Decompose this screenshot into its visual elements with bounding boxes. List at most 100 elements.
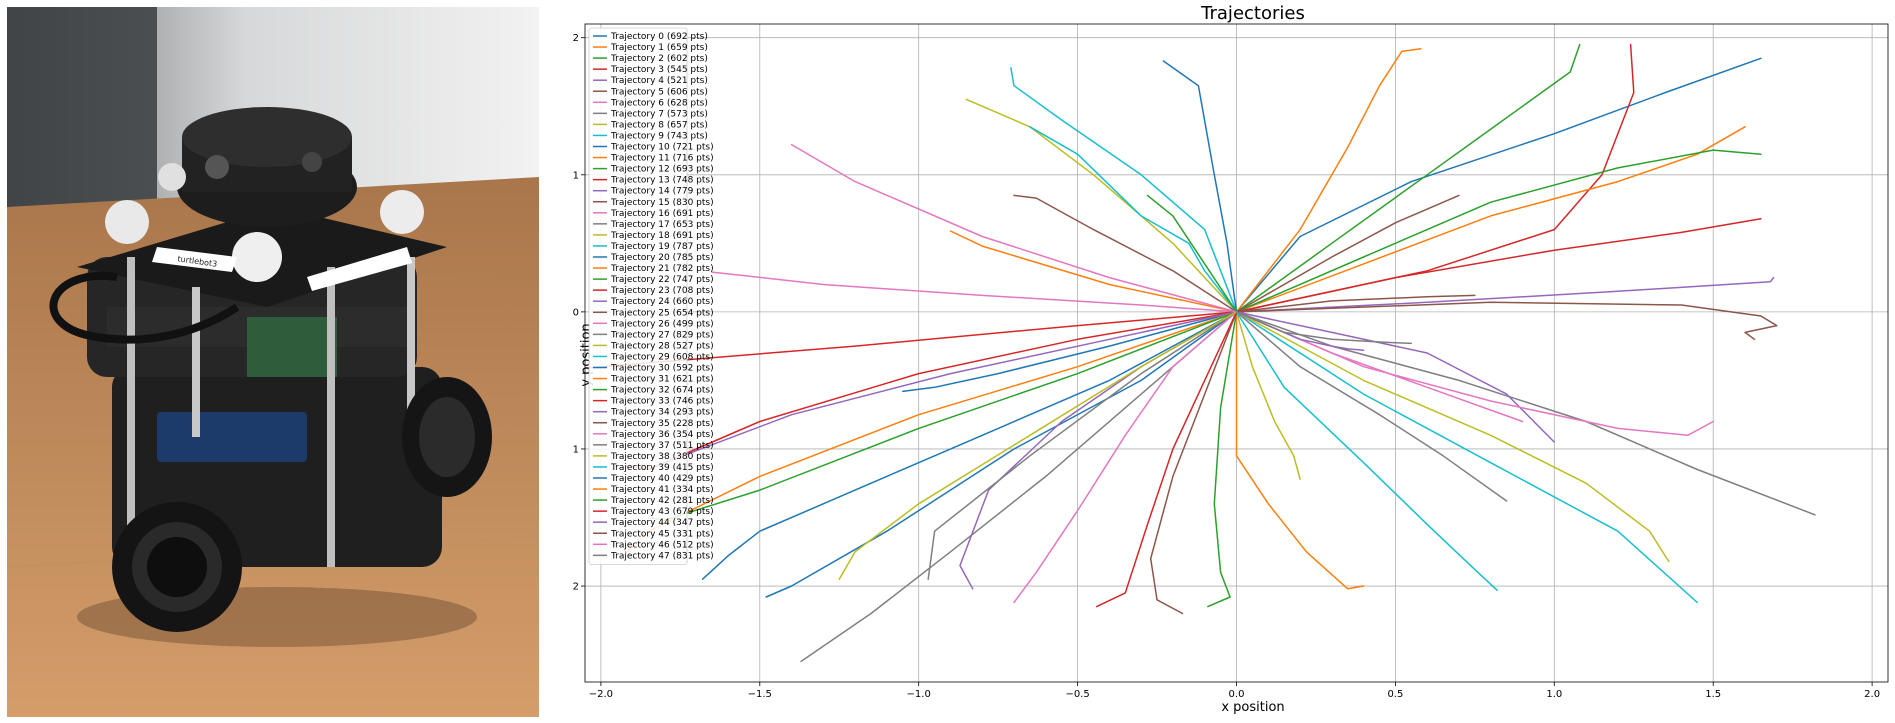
legend-entry: Trajectory 19 (787 pts) <box>610 242 714 252</box>
trajectory-line-35 <box>1013 194 1238 313</box>
x-tick-label: 2.0 <box>1864 689 1880 700</box>
legend-entry: Trajectory 40 (429 pts) <box>610 474 714 484</box>
legend-entry: Trajectory 24 (660 pts) <box>610 297 714 307</box>
legend-entry: Trajectory 43 (679 pts) <box>610 507 714 517</box>
legend-entry: Trajectory 18 (691 pts) <box>610 231 714 241</box>
legend-entry: Trajectory 34 (293 pts) <box>610 408 714 418</box>
trajectory-line-20 <box>902 311 1238 393</box>
legend-entry: Trajectory 17 (653 pts) <box>610 220 714 230</box>
trajectory-line-44 <box>1235 311 1365 352</box>
trajectory-line-2 <box>1235 43 1581 313</box>
trajectory-line-10 <box>701 311 1238 580</box>
legend-entry: Trajectory 4 (521 pts) <box>610 76 708 86</box>
trajectory-line-30 <box>765 311 1238 598</box>
x-tick-label: 0.5 <box>1387 689 1403 700</box>
x-tick-label: 0.0 <box>1229 689 1245 700</box>
x-tick-label: −2.0 <box>589 689 613 700</box>
legend-entry: Trajectory 6 (628 pts) <box>610 98 708 108</box>
trajectory-line-21 <box>622 311 1238 557</box>
trajectory-line-32 <box>1207 311 1238 608</box>
legend-entry: Trajectory 29 (608 pts) <box>610 352 714 362</box>
legend-entry: Trajectory 36 (354 pts) <box>610 430 714 440</box>
legend-entry: Trajectory 28 (527 pts) <box>610 341 714 351</box>
trajectory-line-1 <box>1235 47 1422 313</box>
trajectory-line-23 <box>585 311 1238 369</box>
legend-entry: Trajectory 7 (573 pts) <box>610 109 708 119</box>
series-lines <box>585 43 1816 663</box>
trajectory-line-11 <box>1235 126 1746 313</box>
trajectory-line-4 <box>1235 276 1775 313</box>
legend-entry: Trajectory 3 (545 pts) <box>610 65 708 75</box>
trajectory-line-18 <box>1235 311 1670 563</box>
legend-entry: Trajectory 22 (747 pts) <box>610 275 714 285</box>
trajectory-line-14 <box>1235 311 1556 443</box>
legend-entry: Trajectory 31 (621 pts) <box>610 375 714 385</box>
axis-ticks: −2.0 −1.5 −1.0 −0.5 0.0 0.5 1.0 1.5 2.0 −2 −1 0 1 2 <box>572 33 1880 700</box>
y-tick-label: 2 <box>573 33 579 44</box>
legend-entry: Trajectory 38 (380 pts) <box>610 452 714 462</box>
x-axis-label: x position <box>1221 700 1284 715</box>
trajectory-line-42 <box>1146 194 1238 313</box>
y-tick-label: −1 <box>572 444 579 455</box>
legend-entry: Trajectory 1 (659 pts) <box>610 43 708 53</box>
legend-entry: Trajectory 11 (716 pts) <box>610 154 714 164</box>
trajectory-line-47 <box>1235 311 1413 345</box>
legend-box <box>588 27 688 565</box>
chart-container: Trajectories −2.0 −1.5 −1.0 −0.5 0.0 0.5 1.0 1.… <box>572 0 1895 723</box>
trajectory-line-39 <box>1029 126 1238 313</box>
legend-entry: Trajectory 26 (499 pts) <box>610 319 714 329</box>
trajectory-line-41 <box>949 230 1238 313</box>
robot-body: turtlebot3 <box>49 107 492 647</box>
legend-entry: Trajectory 23 (708 pts) <box>610 286 714 296</box>
trajectory-line-7 <box>1235 311 1816 516</box>
legend-entry: Trajectory 45 (331 pts) <box>610 529 714 539</box>
legend-entry: Trajectory 9 (743 pts) <box>610 131 708 141</box>
robot-photo: turtlebot3 <box>7 7 539 717</box>
trajectory-line-27 <box>1235 311 1508 502</box>
trajectory-line-28 <box>1235 311 1301 480</box>
legend-entry: Trajectory 16 (691 pts) <box>610 209 714 219</box>
legend-entry: Trajectory 0 (692 pts) <box>610 32 708 42</box>
trajectory-line-29 <box>1235 311 1498 591</box>
trajectory-line-19 <box>1010 67 1238 313</box>
legend-entry: Trajectory 46 (512 pts) <box>610 540 714 550</box>
legend-entry: Trajectory 41 (334 pts) <box>610 485 714 495</box>
legend-entry: Trajectory 27 (829 pts) <box>610 330 714 340</box>
y-tick-label: 0 <box>573 307 579 318</box>
y-tick-label: −2 <box>572 582 579 593</box>
x-tick-label: 1.0 <box>1546 689 1562 700</box>
legend-entry: Trajectory 47 (831 pts) <box>610 551 714 561</box>
trajectory-line-40 <box>1162 60 1238 313</box>
trajectory-line-31 <box>1235 311 1365 590</box>
trajectory-line-26 <box>1235 311 1524 423</box>
legend-entry: Trajectory 35 (228 pts) <box>610 419 714 429</box>
trajectory-line-46 <box>790 143 1238 313</box>
trajectory-line-0 <box>1235 57 1762 313</box>
trajectory-line-9 <box>1235 311 1699 604</box>
legend: Trajectory 0 (692 pts)Trajectory 1 (659 … <box>588 27 714 565</box>
trajectory-line-17 <box>800 311 1238 663</box>
legend-entry: Trajectory 12 (693 pts) <box>610 165 714 175</box>
trajectory-line-8 <box>965 98 1238 313</box>
legend-entry: Trajectory 42 (281 pts) <box>610 496 714 506</box>
trajectory-line-43 <box>1235 217 1762 313</box>
trajectory-line-34 <box>959 311 1238 590</box>
legend-entry: Trajectory 30 (592 pts) <box>610 364 714 374</box>
trajectory-line-5 <box>1235 301 1778 341</box>
trajectory-chart: Trajectories −2.0 −1.5 −1.0 −0.5 0.0 0.5 1.0 1.… <box>572 3 1889 715</box>
trajectory-line-25 <box>1149 311 1238 615</box>
trajectory-line-15 <box>1235 194 1460 313</box>
x-tick-label: −1.5 <box>748 689 772 700</box>
legend-entry: Trajectory 15 (830 pts) <box>610 198 714 208</box>
legend-entry: Trajectory 8 (657 pts) <box>610 120 708 130</box>
legend-entry: Trajectory 2 (602 pts) <box>610 54 708 64</box>
trajectory-line-36 <box>1013 311 1238 604</box>
trajectory-line-24 <box>663 311 1238 464</box>
legend-entry: Trajectory 44 (347 pts) <box>610 518 714 528</box>
trajectory-line-3 <box>1235 43 1635 313</box>
trajectory-line-33 <box>1095 311 1238 608</box>
trajectory-line-6 <box>711 271 1238 313</box>
y-tick-label: 1 <box>573 170 579 181</box>
legend-entry: Trajectory 39 (415 pts) <box>610 463 714 473</box>
legend-entry: Trajectory 25 (654 pts) <box>610 308 714 318</box>
